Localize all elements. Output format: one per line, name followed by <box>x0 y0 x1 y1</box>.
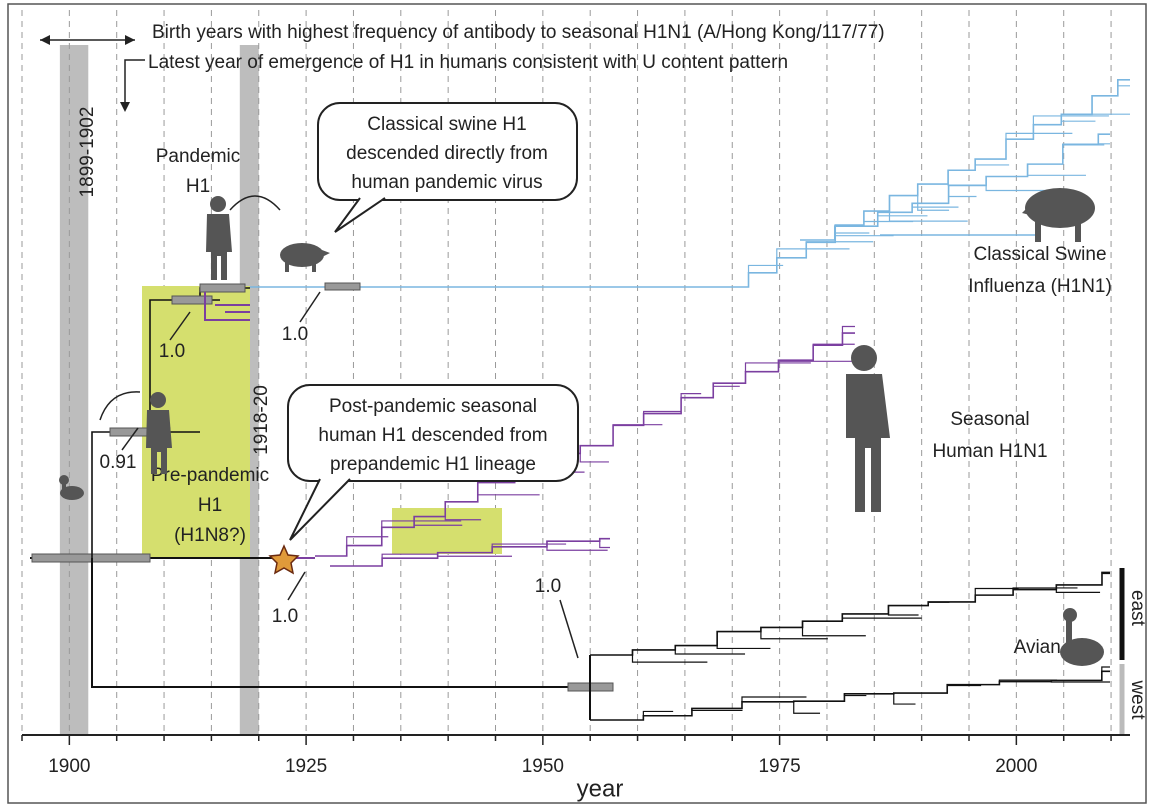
subclade-label: west <box>1127 679 1148 720</box>
branch <box>600 539 610 548</box>
x-tick-label: 2000 <box>995 756 1037 777</box>
figure: Birth years with highest frequency of an… <box>0 0 1150 807</box>
support-value: 1.0 <box>535 576 561 597</box>
branch <box>478 483 540 495</box>
branch <box>1098 134 1110 144</box>
arrow-head <box>120 102 130 112</box>
x-tick-label: 1900 <box>48 756 90 777</box>
branch <box>842 327 855 334</box>
clade-label: Seasonal <box>950 409 1029 430</box>
x-tick-label: 1925 <box>285 756 327 777</box>
callout-text: descended directly from <box>346 143 548 164</box>
branch <box>975 159 1009 165</box>
branch <box>675 646 745 654</box>
callout-text: prepandemic H1 lineage <box>330 454 536 475</box>
branch <box>1056 585 1100 592</box>
seasonal-highlight <box>392 508 502 554</box>
callout-pointer <box>290 479 350 540</box>
branch <box>749 265 784 272</box>
clade-label: H1 <box>186 176 210 197</box>
x-tick-label: 1975 <box>758 756 800 777</box>
branch <box>580 446 609 462</box>
star-marker <box>270 546 298 573</box>
period-label: 1918-20 <box>251 385 272 455</box>
support-value: 1.0 <box>272 606 298 627</box>
clade-label: Influenza (H1N1) <box>968 276 1112 297</box>
node-bar <box>325 283 360 290</box>
clade-label: Pandemic <box>156 146 241 167</box>
branch <box>1028 164 1086 175</box>
branch <box>889 196 967 222</box>
branch <box>803 621 866 636</box>
support-value: 1.0 <box>159 341 185 362</box>
header-text: Latest year of emergence of H1 in humans… <box>148 52 788 73</box>
branch <box>1033 116 1109 125</box>
callout-text: human H1 descended from <box>318 425 547 446</box>
branch <box>888 606 918 615</box>
clade-label: Pre-pandemic <box>151 465 269 486</box>
branch <box>632 650 707 662</box>
node-bar <box>200 284 245 292</box>
support-value: 0.91 <box>100 452 137 473</box>
period-label: 1899-1902 <box>77 107 98 198</box>
subclade-label: east <box>1127 590 1148 627</box>
branch <box>835 226 894 236</box>
callout-text: human pandemic virus <box>351 172 542 193</box>
branch <box>918 184 949 210</box>
callout-pointer <box>335 198 385 232</box>
branch <box>949 185 977 196</box>
branch <box>794 701 820 713</box>
header-text: Birth years with highest frequency of an… <box>152 22 885 43</box>
callout-text: Classical swine H1 <box>367 114 526 135</box>
branch <box>894 693 916 704</box>
branch <box>975 588 1018 595</box>
clade-label: Human H1N1 <box>932 441 1047 462</box>
branch <box>547 541 608 550</box>
branch <box>92 558 590 687</box>
x-tick-label: 1950 <box>522 756 564 777</box>
page: Birth years with highest frequency of an… <box>0 0 1150 807</box>
axis-layer: 1900 1925 1950 1975 2000 <box>22 735 1130 777</box>
clade-label: (H1N8?) <box>174 525 246 546</box>
x-axis-label: year <box>577 775 624 802</box>
emergence-arrow <box>125 60 145 105</box>
branch <box>1118 80 1130 86</box>
branch <box>986 177 1064 191</box>
clade-label: H1 <box>198 495 222 516</box>
callout-text: Post-pandemic seasonal <box>329 396 537 417</box>
branch <box>761 627 828 638</box>
branch <box>717 632 770 649</box>
branch <box>948 170 985 185</box>
support-value: 1.0 <box>282 324 308 345</box>
clade-label: Classical Swine <box>973 244 1106 265</box>
branch <box>777 249 850 258</box>
